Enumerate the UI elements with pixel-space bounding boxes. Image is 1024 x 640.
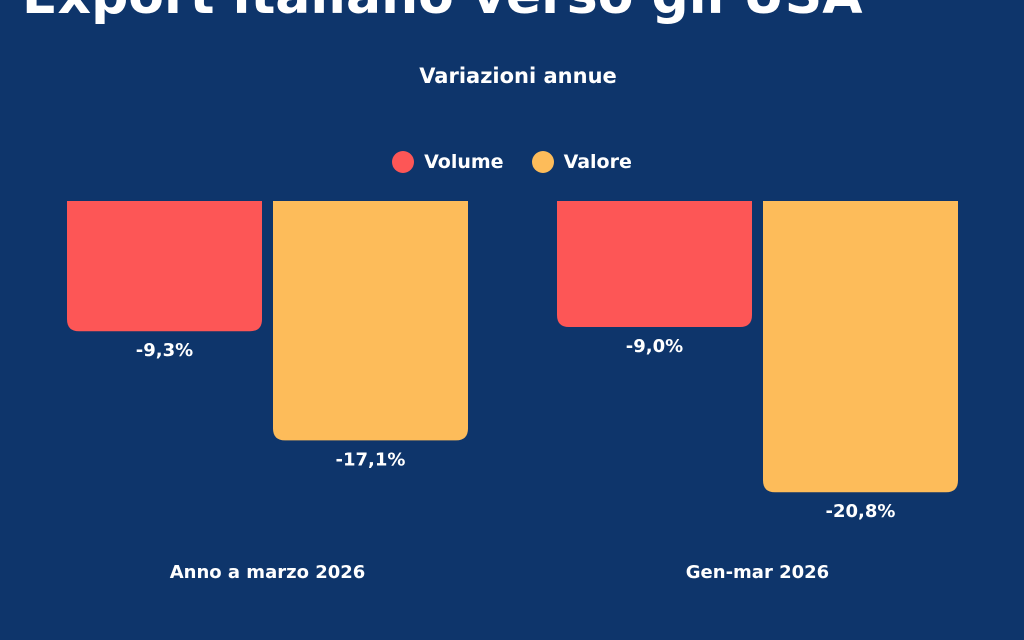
bar-valore-1 [763,201,958,493]
legend-item-valore: Valore [531,151,632,173]
data-label-volume-1: -9,0% [626,336,683,357]
legend-label-valore: Valore [563,151,632,173]
data-label-valore-1: -20,8% [826,501,896,522]
legend-item-volume: Volume [392,151,504,173]
bar-volume-1 [557,201,752,327]
category-label-1: Gen-mar 2026 [686,562,829,583]
legend-label-volume: Volume [424,151,504,173]
legend-swatch-volume [392,151,415,173]
category-label-0: Anno a marzo 2026 [170,562,366,583]
chart-subtitle: Variazioni annue [419,64,617,88]
main-title: Export italiano verso gli USA [22,0,862,26]
bar-volume-0 [67,201,262,332]
data-label-volume-0: -9,3% [136,340,193,361]
bar-valore-0 [273,201,468,441]
legend: Volume Valore [0,151,1024,173]
legend-swatch-valore [531,151,554,173]
data-label-valore-0: -17,1% [336,449,406,470]
